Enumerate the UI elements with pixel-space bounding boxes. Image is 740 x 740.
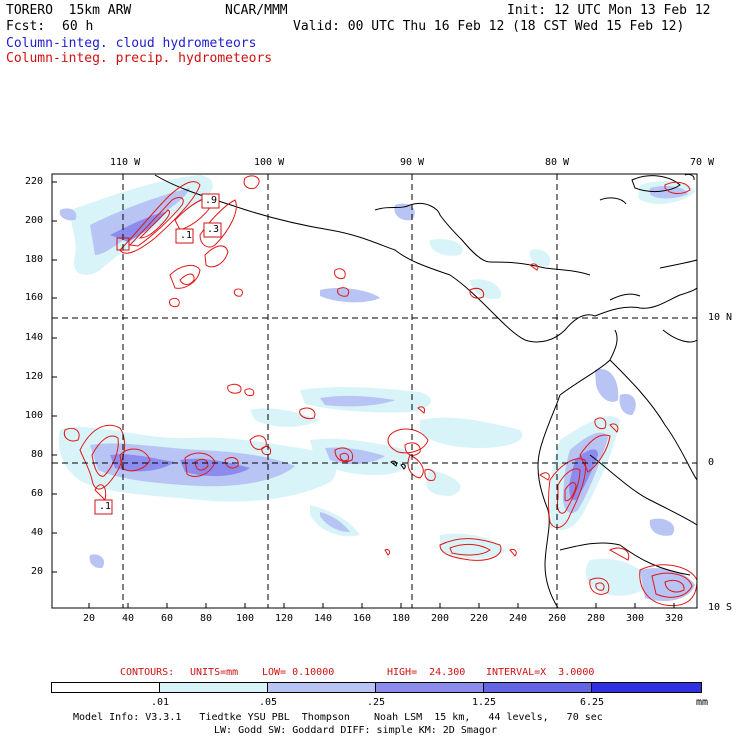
lon-label-70w: 70 W	[690, 157, 715, 168]
y-tick-label: 20	[31, 566, 44, 577]
x-tick-label: 160	[353, 613, 372, 624]
y-tick-label: 140	[25, 332, 44, 343]
x-tick-label: 200	[431, 613, 450, 624]
x-tick-label: 320	[665, 613, 684, 624]
lon-label-100w: 100 W	[254, 157, 285, 168]
x-tick-label: 280	[587, 613, 606, 624]
colorbar-segment	[159, 682, 268, 693]
contour-value-label: .1	[180, 230, 193, 241]
y-tick-label: 100	[25, 410, 44, 421]
coastlines	[154, 173, 698, 609]
axis-ticks	[52, 181, 675, 608]
colorbar-label: .05	[259, 697, 278, 708]
model-title: TORERO 15km ARW	[6, 3, 132, 18]
colorbar-segment	[591, 682, 702, 693]
x-tick-label: 40	[122, 613, 135, 624]
x-tick-label: 260	[548, 613, 567, 624]
x-tick-label: 140	[314, 613, 333, 624]
contour-marker-box	[116, 237, 130, 251]
contour-value-label: .3	[207, 224, 220, 235]
x-tick-label: 180	[392, 613, 411, 624]
lon-label-110w: 110 W	[110, 157, 141, 168]
model-info-line1: Model Info: V3.3.1 Tiedtke YSU PBL Thomp…	[73, 712, 603, 723]
x-tick-label: 60	[161, 613, 174, 624]
init-time: Init: 12 UTC Mon 13 Feb 12	[507, 3, 711, 18]
x-tick-label: 120	[275, 613, 294, 624]
contour-value-label: .9	[205, 195, 218, 206]
y-tick-label: 200	[25, 215, 44, 226]
y-tick-label: 160	[25, 292, 44, 303]
x-tick-label: 240	[509, 613, 528, 624]
forecast-label: Fcst:	[6, 19, 46, 34]
model-info-line2: LW: Godd SW: Goddard DIFF: simple KM: 2D…	[214, 725, 497, 736]
latlon-grid	[52, 174, 697, 608]
colorbar-label: .25	[367, 697, 386, 708]
y-tick-label: 80	[31, 449, 44, 460]
x-tick-label: 20	[83, 613, 96, 624]
colorbar-units: mm	[696, 697, 709, 708]
colorbar-segment	[51, 682, 160, 693]
lon-label-90w: 90 W	[400, 157, 425, 168]
y-tick-label: 180	[25, 254, 44, 265]
lat-label-10n: 10 N	[708, 312, 733, 323]
lat-label-10s: 10 S	[708, 602, 733, 613]
colorbar-label: 1.25	[472, 697, 497, 708]
contour-label-boxes	[94, 193, 222, 515]
center-name: NCAR/MMM	[225, 3, 288, 18]
colorbar-label: 6.25	[580, 697, 605, 708]
map-frame	[51, 173, 698, 609]
colorbar-label: .01	[151, 697, 170, 708]
x-tick-label: 300	[626, 613, 645, 624]
contour-value-label: .1	[99, 501, 112, 512]
valid-time: Valid: 00 UTC Thu 16 Feb 12 (18 CST Wed …	[293, 19, 685, 34]
y-tick-label: 60	[31, 488, 44, 499]
contours-units: UNITS=mm	[190, 667, 239, 678]
contours-label: CONTOURS:	[120, 667, 175, 678]
legend-precip: Column-integ. precip. hydrometeors	[6, 51, 273, 66]
legend-cloud: Column-integ. cloud hydrometeors	[6, 36, 257, 51]
colorbar-segment	[375, 682, 484, 693]
y-tick-label: 220	[25, 176, 44, 187]
lon-label-80w: 80 W	[545, 157, 570, 168]
colorbar-segment	[483, 682, 592, 693]
x-tick-label: 100	[236, 613, 255, 624]
forecast-hours: 60 h	[62, 19, 94, 34]
lat-label-0: 0	[708, 457, 715, 468]
x-tick-label: 220	[470, 613, 489, 624]
y-tick-label: 40	[31, 527, 44, 538]
y-tick-label: 120	[25, 371, 44, 382]
x-tick-label: 80	[200, 613, 213, 624]
contours-interval: INTERVAL=X 3.0000	[486, 667, 595, 678]
contours-low: LOW= 0.10000	[262, 667, 335, 678]
contours-high: HIGH= 24.300	[387, 667, 466, 678]
precip-contours	[63, 175, 698, 607]
colorbar-segment	[267, 682, 376, 693]
